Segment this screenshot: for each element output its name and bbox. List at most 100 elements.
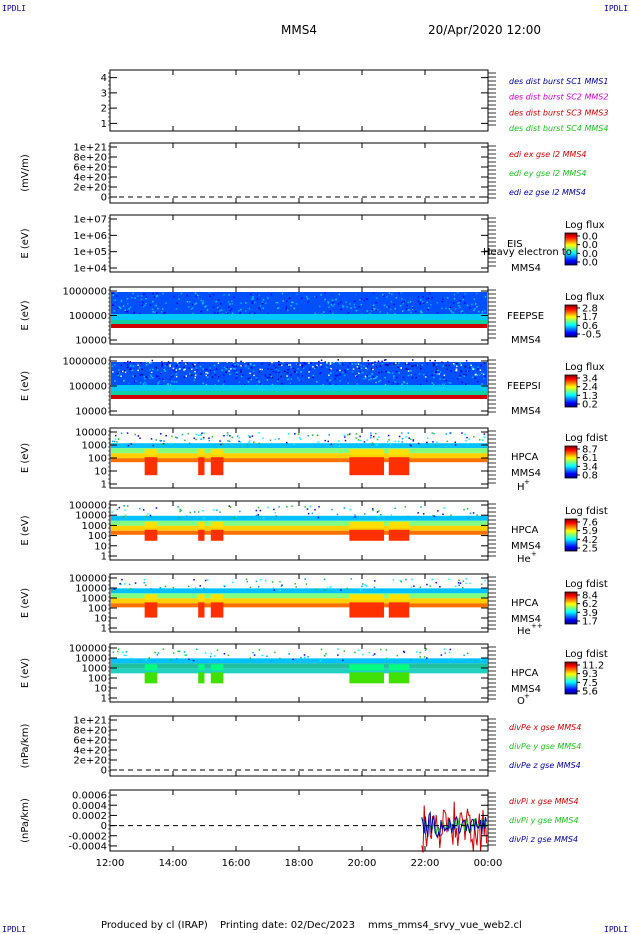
spectrogram-pixel (360, 303, 363, 306)
spectrogram-pixel (418, 373, 421, 375)
spectrogram-pixel (300, 656, 302, 659)
y-tick-label: 1000 (82, 594, 107, 605)
spectrogram-pixel (323, 311, 325, 313)
spectrogram-pixel (139, 381, 142, 384)
spectrogram-pixel (472, 368, 474, 370)
spectrogram-pixel (126, 310, 129, 313)
spectrogram-pixel (250, 293, 252, 296)
legend-label: divPi z gse MMS4 (509, 835, 578, 844)
spectrogram-band (111, 593, 487, 599)
spectrogram-pixel (142, 293, 145, 296)
species-superscript: ++ (531, 622, 543, 630)
spectrogram-pixel (190, 308, 193, 310)
spectrogram-pixel (387, 380, 389, 383)
y-tick-label: 0.0006 (72, 791, 107, 802)
spectrogram-pixel (346, 587, 349, 590)
spectrogram-pixel (176, 364, 178, 367)
spectrogram-pixel (391, 372, 394, 374)
spectrogram-band (111, 385, 487, 391)
spectrogram-pixel (282, 361, 284, 363)
spectrogram-pixel (238, 440, 240, 443)
spectrogram-pixel (481, 439, 484, 441)
spectrogram-pixel (453, 364, 456, 366)
spectrogram-pixel (445, 307, 447, 310)
spectrogram-pixel (191, 374, 193, 376)
spectrogram-pixel (468, 438, 470, 440)
spectrogram-pixel (228, 294, 230, 296)
spectrogram-pixel (426, 583, 428, 586)
spectrogram-pixel (389, 362, 391, 365)
spectrogram-pixel (253, 312, 256, 315)
spectrogram-pixel (449, 648, 452, 651)
spectrogram-pixel (379, 365, 382, 367)
spectrogram-pixel (195, 302, 197, 304)
spectrogram-pixel (117, 307, 119, 309)
spectrogram-pixel (226, 366, 228, 369)
spectrogram-band (111, 515, 487, 521)
spectrogram-pixel (420, 506, 422, 508)
spectrogram-pixel (175, 365, 178, 368)
spectrogram-pixel (191, 368, 193, 370)
spectrogram-pixel (178, 378, 181, 380)
colorbar-title: Log fdist (565, 506, 608, 517)
spectrogram-pixel (192, 363, 194, 366)
colorbar-title: Log fdist (565, 433, 608, 444)
spectrogram-pixel (256, 298, 259, 300)
spectrogram-pixel (431, 302, 433, 305)
spectrogram-pixel (214, 371, 216, 373)
spectrogram-pixel (441, 360, 443, 362)
spectrogram-pixel (228, 505, 231, 507)
spacecraft-label: MMS4 (511, 468, 541, 479)
spectrogram-pixel (454, 441, 457, 444)
spectrogram-pixel (235, 516, 238, 518)
spectrogram-pixel (261, 363, 264, 365)
spectrogram-pixel (155, 507, 158, 509)
spectrogram-pixel (192, 303, 194, 306)
spectrogram-pixel (300, 371, 302, 373)
spectrogram-pixel (360, 297, 363, 300)
spectrogram-pixel (206, 376, 209, 378)
y-tick-label: 1e+21 (73, 716, 107, 727)
spectrogram-pixel (304, 506, 306, 508)
spectrogram-pixel (436, 368, 438, 370)
spectrogram-pixel (364, 513, 366, 515)
spectrogram-pixel (394, 440, 397, 443)
spectrogram-pixel (394, 359, 397, 362)
spectrogram-pixel (170, 376, 173, 378)
spectrogram-pixel (143, 293, 146, 295)
spectrogram-pixel (318, 305, 321, 308)
spectrogram-pixel (172, 375, 174, 377)
spectrogram-pixel (194, 292, 197, 295)
y-tick-label: 2e+20 (73, 756, 107, 767)
spectrogram-pixel (185, 302, 188, 304)
spectrogram-pixel (145, 515, 148, 517)
spectrogram-pixel (156, 384, 158, 386)
spectrogram-pixel (173, 381, 176, 383)
spectrogram-pixel (291, 505, 293, 507)
spectrogram-pixel (124, 309, 126, 312)
spectrogram-pixel (313, 383, 315, 385)
spectrogram-pixel (351, 371, 354, 373)
spectrogram-pixel (121, 578, 123, 581)
spectrogram-pixel (317, 441, 319, 443)
spectrogram-pixel (140, 298, 143, 301)
spectrogram-pixel (471, 303, 473, 306)
spectrogram-pixel (236, 371, 238, 374)
spectrogram-pixel (154, 306, 157, 308)
spectrogram-pixel (410, 374, 412, 376)
spectrogram-pixel (361, 585, 363, 588)
spectrogram-pixel (165, 305, 168, 308)
spectrogram-pixel (407, 368, 409, 371)
spectrogram-pixel (223, 366, 226, 369)
spectrogram-pixel (436, 441, 438, 444)
spectrogram-pixel (253, 654, 256, 656)
spectrogram-pixel (252, 296, 254, 298)
spectrogram-pixel (441, 292, 443, 294)
spectrogram-pixel (392, 363, 395, 365)
spectrogram-pixel (221, 443, 224, 446)
y-axis-label: E (eV) (20, 515, 31, 545)
spectrogram-pixel (357, 363, 360, 365)
spectrogram-pixel (366, 374, 369, 377)
spectrogram-pixel (372, 363, 374, 366)
spacecraft-label: MMS4 (511, 406, 541, 417)
